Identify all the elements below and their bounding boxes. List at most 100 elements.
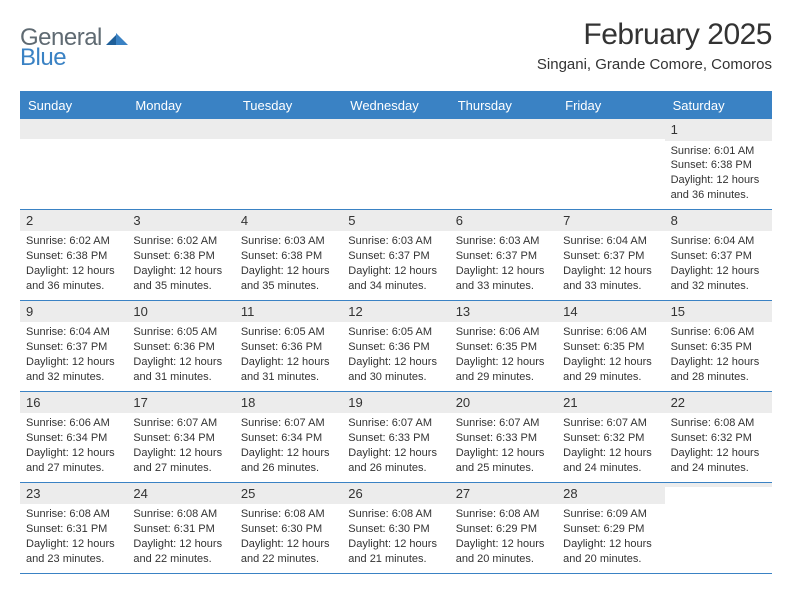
day-info: Sunrise: 6:02 AMSunset: 6:38 PMDaylight:… — [133, 234, 228, 293]
sunrise-text: Sunrise: 6:07 AM — [241, 416, 336, 431]
sunrise-text: Sunrise: 6:01 AM — [671, 144, 766, 159]
day-cell: 28Sunrise: 6:09 AMSunset: 6:29 PMDayligh… — [557, 483, 664, 573]
sunset-text: Sunset: 6:37 PM — [671, 249, 766, 264]
day-cell: 21 Sunrise: 6:07 AMSunset: 6:32 PMDayligh… — [557, 392, 664, 482]
sunset-text: Sunset: 6:35 PM — [671, 340, 766, 355]
day-cell: 2Sunrise: 6:02 AMSunset: 6:38 PMDaylight… — [20, 210, 127, 300]
sunrise-text: Sunrise: 6:06 AM — [26, 416, 121, 431]
day-cell: 8Sunrise: 6:04 AMSunset: 6:37 PMDaylight… — [665, 210, 772, 300]
sunset-text: Sunset: 6:38 PM — [133, 249, 228, 264]
day-cell: 11Sunrise: 6:05 AMSunset: 6:36 PMDayligh… — [235, 301, 342, 391]
weekday-friday: Friday — [557, 92, 664, 119]
day-number: 19 — [342, 392, 449, 414]
sunrise-text: Sunrise: 6:04 AM — [671, 234, 766, 249]
brand-word-blue: Blue — [20, 44, 66, 71]
day-number: 2 — [20, 210, 127, 232]
daylight-text: Daylight: 12 hours and 33 minutes. — [563, 264, 658, 294]
day-number — [235, 119, 342, 139]
day-info: Sunrise: 6:01 AMSunset: 6:38 PMDaylight:… — [671, 144, 766, 203]
daylight-text: Daylight: 12 hours and 20 minutes. — [456, 537, 551, 567]
daylight-text: Daylight: 12 hours and 34 minutes. — [348, 264, 443, 294]
day-cell: 10Sunrise: 6:05 AMSunset: 6:36 PMDayligh… — [127, 301, 234, 391]
daylight-text: Daylight: 12 hours and 26 minutes. — [348, 446, 443, 476]
brand-word-blue-wrap: Blue — [20, 44, 66, 72]
daylight-text: Daylight: 12 hours and 27 minutes. — [26, 446, 121, 476]
page-header: General February 2025 Singani, Grande Co… — [20, 18, 772, 73]
sunset-text: Sunset: 6:32 PM — [563, 431, 658, 446]
week-row: 16Sunrise: 6:06 AMSunset: 6:34 PMDayligh… — [20, 392, 772, 483]
header-right: February 2025 Singani, Grande Comore, Co… — [537, 18, 772, 73]
sunrise-text: Sunrise: 6:03 AM — [348, 234, 443, 249]
day-number — [127, 119, 234, 139]
sunrise-text: Sunrise: 6:07 AM — [563, 416, 658, 431]
day-info: Sunrise: 6:07 AMSunset: 6:34 PMDaylight:… — [133, 416, 228, 475]
sunset-text: Sunset: 6:34 PM — [133, 431, 228, 446]
daylight-text: Daylight: 12 hours and 28 minutes. — [671, 355, 766, 385]
day-info: Sunrise: 6:07 AMSunset: 6:33 PMDaylight:… — [348, 416, 443, 475]
day-number: 21 — [557, 392, 664, 414]
weekday-sunday: Sunday — [20, 92, 127, 119]
daylight-text: Daylight: 12 hours and 33 minutes. — [456, 264, 551, 294]
day-cell: 9Sunrise: 6:04 AMSunset: 6:37 PMDaylight… — [20, 301, 127, 391]
day-number: 8 — [665, 210, 772, 232]
day-cell: 15Sunrise: 6:06 AMSunset: 6:35 PMDayligh… — [665, 301, 772, 391]
day-number: 11 — [235, 301, 342, 323]
daylight-text: Daylight: 12 hours and 21 minutes. — [348, 537, 443, 567]
day-info: Sunrise: 6:05 AMSunset: 6:36 PMDaylight:… — [348, 325, 443, 384]
day-number: 3 — [127, 210, 234, 232]
daylight-text: Daylight: 12 hours and 29 minutes. — [456, 355, 551, 385]
day-number: 27 — [450, 483, 557, 505]
day-number: 7 — [557, 210, 664, 232]
day-number: 13 — [450, 301, 557, 323]
day-info: Sunrise: 6:09 AMSunset: 6:29 PMDaylight:… — [563, 507, 658, 566]
day-cell: 3Sunrise: 6:02 AMSunset: 6:38 PMDaylight… — [127, 210, 234, 300]
empty-day-cell — [235, 119, 342, 209]
sunset-text: Sunset: 6:35 PM — [563, 340, 658, 355]
calendar-page: General February 2025 Singani, Grande Co… — [0, 0, 792, 612]
day-number: 18 — [235, 392, 342, 414]
daylight-text: Daylight: 12 hours and 32 minutes. — [26, 355, 121, 385]
weekday-saturday: Saturday — [665, 92, 772, 119]
day-info: Sunrise: 6:08 AMSunset: 6:30 PMDaylight:… — [348, 507, 443, 566]
daylight-text: Daylight: 12 hours and 24 minutes. — [563, 446, 658, 476]
day-number: 15 — [665, 301, 772, 323]
day-number: 9 — [20, 301, 127, 323]
empty-day-cell — [450, 119, 557, 209]
daylight-text: Daylight: 12 hours and 36 minutes. — [671, 173, 766, 203]
sunrise-text: Sunrise: 6:02 AM — [26, 234, 121, 249]
day-info: Sunrise: 6:02 AMSunset: 6:38 PMDaylight:… — [26, 234, 121, 293]
day-info: Sunrise: 6:06 AMSunset: 6:35 PMDaylight:… — [563, 325, 658, 384]
sunset-text: Sunset: 6:36 PM — [241, 340, 336, 355]
day-cell: 22Sunrise: 6:08 AMSunset: 6:32 PMDayligh… — [665, 392, 772, 482]
empty-day-cell — [557, 119, 664, 209]
day-number — [665, 483, 772, 487]
daylight-text: Daylight: 12 hours and 24 minutes. — [671, 446, 766, 476]
day-info: Sunrise: 6:06 AMSunset: 6:35 PMDaylight:… — [671, 325, 766, 384]
day-number — [342, 119, 449, 139]
calendar-body: 1Sunrise: 6:01 AMSunset: 6:38 PMDaylight… — [20, 119, 772, 574]
sunrise-text: Sunrise: 6:07 AM — [348, 416, 443, 431]
sunrise-text: Sunrise: 6:08 AM — [133, 507, 228, 522]
day-info: Sunrise: 6:08 AMSunset: 6:32 PMDaylight:… — [671, 416, 766, 475]
day-number: 17 — [127, 392, 234, 414]
sunrise-text: Sunrise: 6:02 AM — [133, 234, 228, 249]
day-number: 4 — [235, 210, 342, 232]
empty-day-cell — [127, 119, 234, 209]
sunset-text: Sunset: 6:32 PM — [671, 431, 766, 446]
sunrise-text: Sunrise: 6:05 AM — [348, 325, 443, 340]
sunrise-text: Sunrise: 6:04 AM — [563, 234, 658, 249]
weekday-monday: Monday — [127, 92, 234, 119]
sunset-text: Sunset: 6:38 PM — [26, 249, 121, 264]
day-info: Sunrise: 6:04 AMSunset: 6:37 PMDaylight:… — [671, 234, 766, 293]
empty-day-cell — [342, 119, 449, 209]
daylight-text: Daylight: 12 hours and 31 minutes. — [241, 355, 336, 385]
day-number: 16 — [20, 392, 127, 414]
day-info: Sunrise: 6:07 AMSunset: 6:33 PMDaylight:… — [456, 416, 551, 475]
sunrise-text: Sunrise: 6:08 AM — [456, 507, 551, 522]
day-number: 23 — [20, 483, 127, 505]
sunset-text: Sunset: 6:36 PM — [133, 340, 228, 355]
day-number — [20, 119, 127, 139]
daylight-text: Daylight: 12 hours and 27 minutes. — [133, 446, 228, 476]
weekday-header-row: Sunday Monday Tuesday Wednesday Thursday… — [20, 92, 772, 119]
daylight-text: Daylight: 12 hours and 25 minutes. — [456, 446, 551, 476]
